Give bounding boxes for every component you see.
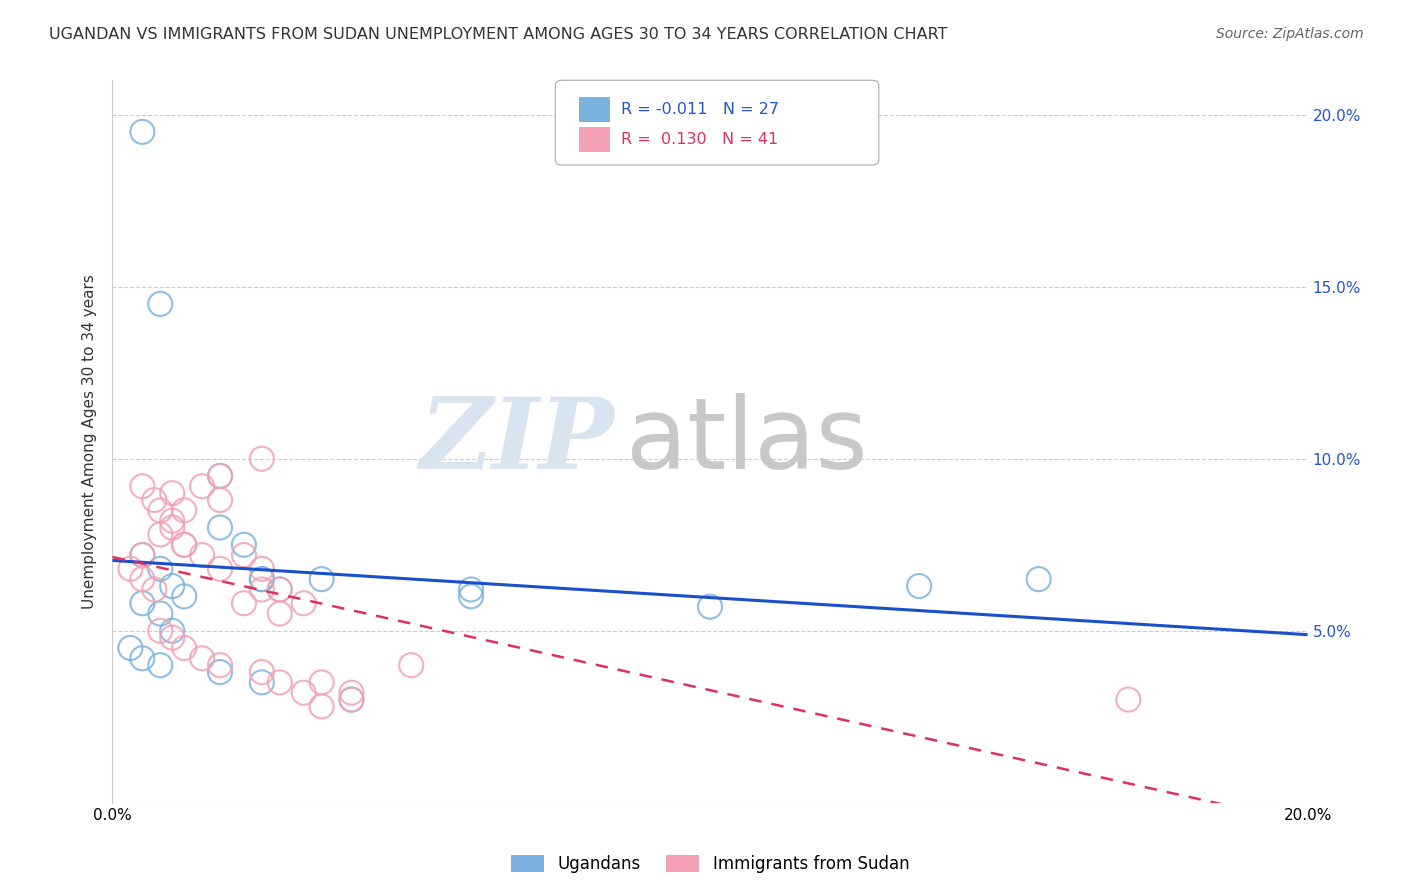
Point	[233, 548, 256, 562]
Point	[269, 675, 291, 690]
Point	[250, 675, 273, 690]
Point	[209, 562, 232, 576]
Point	[162, 631, 183, 645]
Point	[162, 579, 183, 593]
Point	[162, 624, 183, 638]
Point	[269, 607, 291, 621]
Text: atlas: atlas	[627, 393, 868, 490]
Point	[401, 658, 423, 673]
Point	[191, 548, 214, 562]
Text: Source: ZipAtlas.com: Source: ZipAtlas.com	[1216, 27, 1364, 41]
Point	[908, 579, 931, 593]
Point	[209, 493, 232, 508]
Point	[209, 658, 232, 673]
Point	[149, 297, 172, 311]
Point	[250, 451, 273, 466]
Text: R =  0.130   N = 41: R = 0.130 N = 41	[621, 132, 779, 146]
Point	[250, 572, 273, 586]
Point	[131, 479, 153, 493]
Point	[292, 596, 315, 610]
Point	[131, 548, 153, 562]
Point	[269, 582, 291, 597]
Point	[131, 572, 153, 586]
Point	[209, 665, 232, 679]
Point	[699, 599, 721, 614]
Point	[209, 469, 232, 483]
Point	[191, 651, 214, 665]
Point	[250, 665, 273, 679]
Point	[311, 675, 333, 690]
Point	[173, 590, 195, 604]
Point	[250, 572, 273, 586]
Point	[149, 607, 172, 621]
Point	[340, 692, 363, 706]
Point	[162, 520, 183, 534]
Point	[162, 514, 183, 528]
Point	[149, 527, 172, 541]
Point	[120, 640, 142, 655]
Point	[1028, 572, 1050, 586]
Point	[1118, 692, 1140, 706]
Text: R = -0.011   N = 27: R = -0.011 N = 27	[621, 103, 779, 117]
Point	[250, 582, 273, 597]
Point	[233, 538, 256, 552]
Text: ZIP: ZIP	[419, 393, 614, 490]
Point	[131, 596, 153, 610]
Point	[340, 692, 363, 706]
Y-axis label: Unemployment Among Ages 30 to 34 years: Unemployment Among Ages 30 to 34 years	[82, 274, 97, 609]
Point	[143, 582, 166, 597]
Text: UGANDAN VS IMMIGRANTS FROM SUDAN UNEMPLOYMENT AMONG AGES 30 TO 34 YEARS CORRELAT: UGANDAN VS IMMIGRANTS FROM SUDAN UNEMPLO…	[49, 27, 948, 42]
Point	[173, 640, 195, 655]
Point	[340, 686, 363, 700]
Point	[209, 469, 232, 483]
Point	[311, 572, 333, 586]
Point	[292, 686, 315, 700]
Point	[162, 486, 183, 500]
Point	[460, 582, 482, 597]
Point	[131, 548, 153, 562]
Point	[120, 562, 142, 576]
Point	[269, 582, 291, 597]
Point	[149, 624, 172, 638]
Point	[209, 520, 232, 534]
Point	[131, 125, 153, 139]
Point	[149, 562, 172, 576]
Point	[191, 479, 214, 493]
Point	[131, 651, 153, 665]
Point	[149, 503, 172, 517]
Point	[173, 538, 195, 552]
Point	[173, 503, 195, 517]
Point	[250, 562, 273, 576]
Point	[173, 538, 195, 552]
Point	[460, 590, 482, 604]
Point	[233, 596, 256, 610]
Point	[311, 699, 333, 714]
Legend: Ugandans, Immigrants from Sudan: Ugandans, Immigrants from Sudan	[502, 847, 918, 881]
Point	[143, 493, 166, 508]
Point	[149, 658, 172, 673]
